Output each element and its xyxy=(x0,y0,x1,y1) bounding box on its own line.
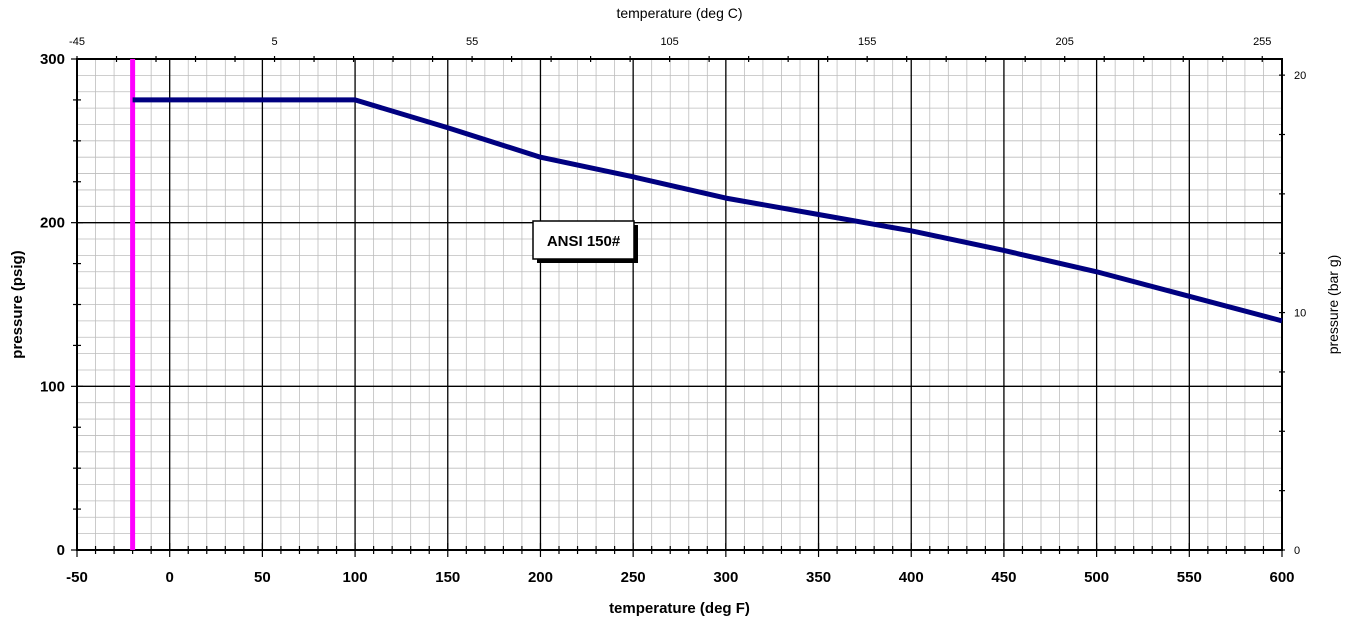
x2-tick-labels: -45 5 55 105 155 205 255 xyxy=(69,36,1271,48)
x-axis-title: temperature (deg F) xyxy=(609,600,750,617)
x-tick-label: 50 xyxy=(254,569,271,586)
y-axis-title: pressure (psig) xyxy=(9,250,26,358)
x2-tick-label: 55 xyxy=(466,36,478,48)
x2-tick-label: 105 xyxy=(660,36,678,48)
y-tick-label: 300 xyxy=(40,51,65,68)
x-tick-label: 200 xyxy=(528,569,553,586)
x-tick-label: -50 xyxy=(66,569,88,586)
y2-tick-label: 10 xyxy=(1294,308,1306,320)
x-tick-label: 100 xyxy=(343,569,368,586)
x-tick-label: 400 xyxy=(899,569,924,586)
y-tick-label: 0 xyxy=(57,542,65,559)
x2-tick-label: -45 xyxy=(69,36,85,48)
y-tick-label: 200 xyxy=(40,215,65,232)
x-tick-label: 600 xyxy=(1269,569,1294,586)
minor-grid xyxy=(77,59,1282,550)
y2-tick-label: 20 xyxy=(1294,70,1306,82)
pressure-rating-line xyxy=(132,97,1283,324)
x-tick-label: 150 xyxy=(435,569,460,586)
y2-axis-title: pressure (bar g) xyxy=(1325,255,1341,355)
x-tick-label: 550 xyxy=(1177,569,1202,586)
x2-tick-label: 255 xyxy=(1253,36,1271,48)
major-grid xyxy=(77,59,1282,550)
x2-tick-label: 205 xyxy=(1056,36,1074,48)
tick-marks xyxy=(71,56,1285,557)
y-tick-labels: 0 100 200 300 xyxy=(40,51,65,559)
x-tick-label: 350 xyxy=(806,569,831,586)
annotation-box: ANSI 150# xyxy=(532,220,638,263)
x-tick-label: 500 xyxy=(1084,569,1109,586)
x-tick-label: 300 xyxy=(713,569,738,586)
annotation-label: ANSI 150# xyxy=(547,233,621,250)
x2-axis-title: temperature (deg C) xyxy=(616,5,742,21)
annotation-background xyxy=(532,220,635,260)
x-tick-labels: -50 0 50 100 150 200 250 300 350 400 450 500 550 600 xyxy=(66,569,1294,586)
x-tick-label: 450 xyxy=(991,569,1016,586)
x2-tick-label: 5 xyxy=(271,36,277,48)
x2-tick-label: 155 xyxy=(858,36,876,48)
y-tick-label: 100 xyxy=(40,378,65,395)
y2-tick-label: 0 xyxy=(1294,545,1300,557)
x-tick-label: 0 xyxy=(166,569,174,586)
x-tick-label: 250 xyxy=(621,569,646,586)
y2-tick-labels: 0 10 20 xyxy=(1294,70,1306,557)
series-layer xyxy=(130,59,1283,550)
